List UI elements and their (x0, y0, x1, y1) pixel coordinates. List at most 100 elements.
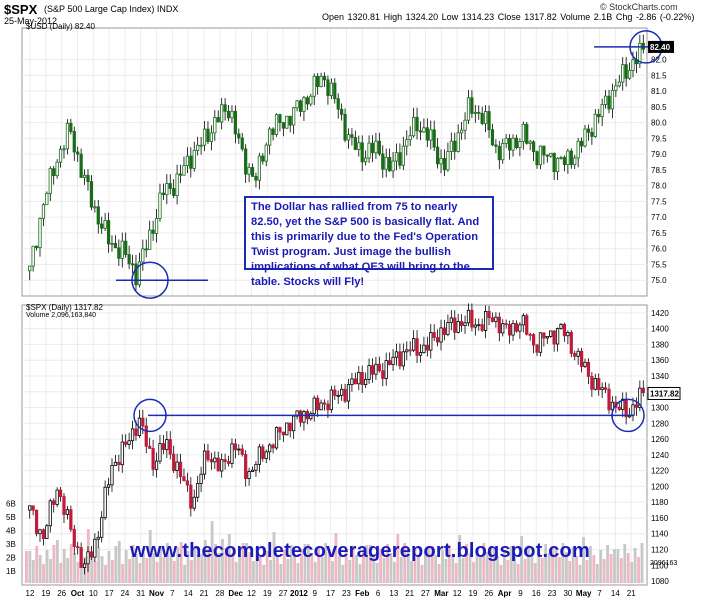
usd-candle (151, 229, 155, 234)
usd-candle (237, 133, 241, 139)
high-value: High 1324.20 (383, 12, 439, 22)
volume-bar (362, 550, 365, 583)
spx-candle (151, 448, 155, 470)
spx-candle (607, 388, 611, 411)
spx-candle (340, 388, 344, 396)
spx-candle (302, 411, 306, 423)
volume-bar (447, 545, 451, 583)
volume-tick: 3B (6, 540, 16, 549)
volume-bar (595, 564, 599, 583)
spx-candle (432, 332, 436, 338)
volume-bar (66, 558, 70, 583)
volume-bar (217, 553, 221, 583)
volume-bar (533, 563, 537, 583)
usd-candle (106, 220, 111, 245)
volume-bar (300, 549, 303, 583)
spx-candle (178, 461, 183, 478)
spx-may-circle (611, 398, 645, 433)
spx-candle (189, 484, 193, 509)
usd-candle (487, 111, 491, 131)
spx-candle (531, 334, 536, 346)
usd-candle (34, 245, 39, 249)
volume-bar (293, 554, 297, 583)
usd-candle (597, 113, 601, 118)
volume-bar (152, 553, 156, 583)
volume-bar (368, 545, 372, 583)
usd-candle (322, 75, 327, 81)
spx-candle (525, 315, 529, 335)
spx-candle (82, 563, 87, 568)
usd-candle (264, 144, 268, 162)
volume-bar (551, 548, 554, 583)
spx-candle (377, 363, 381, 372)
volume-bar (203, 540, 207, 583)
usd-candle (576, 140, 580, 159)
usd-candle (401, 145, 405, 166)
volume-bar (468, 553, 472, 583)
volume-bar (337, 556, 341, 583)
spx-candle (274, 427, 279, 449)
usd-candle (161, 192, 166, 196)
usd-last-tag: 82.40 (648, 40, 674, 53)
spx-candle (185, 480, 190, 486)
spx-candle (100, 517, 104, 538)
volume-bar (544, 544, 548, 583)
spx-y-tick: 1400 (651, 325, 669, 334)
volume-bar (248, 552, 252, 583)
usd-y-tick: 78.5 (651, 166, 667, 175)
x-tick-label: 23 (342, 589, 351, 598)
spx-y-tick: 1260 (651, 435, 669, 444)
spx-candle (555, 328, 560, 345)
spx-candle (326, 403, 330, 411)
spx-candle (240, 448, 244, 455)
usd-candle (86, 174, 90, 182)
spx-candle (168, 439, 172, 455)
spx-candle (89, 551, 94, 558)
usd-candle (130, 263, 135, 266)
spx-candle (490, 317, 495, 322)
spx-candle (230, 443, 234, 464)
volume-tick: 4B (6, 527, 16, 536)
volume-bar (602, 559, 606, 583)
spx-candle (412, 338, 416, 351)
blog-watermark[interactable]: www.thecompletecoveragereport.blogspot.c… (130, 540, 590, 562)
usd-candle (52, 168, 56, 177)
volume-bar (382, 558, 386, 583)
spx-candle (250, 469, 255, 472)
spx-candle (96, 536, 100, 540)
spx-oct-circle (133, 398, 167, 433)
spx-candle (459, 321, 464, 326)
spx-candle (350, 378, 354, 385)
volume-bar (640, 543, 644, 583)
usd-candle (72, 131, 76, 153)
spx-y-tick: 1360 (651, 356, 669, 365)
volume-bar (52, 545, 56, 583)
usd-candle (538, 145, 543, 166)
volume-bar (121, 564, 125, 583)
x-tick-label: Dec (228, 589, 243, 598)
usd-candle (398, 152, 402, 166)
spx-candle (559, 323, 563, 329)
usd-candle (312, 75, 316, 97)
volume-bar (331, 561, 334, 583)
usd-y-tick: 81.5 (651, 71, 667, 80)
usd-y-tick: 81.0 (651, 87, 667, 96)
index-full-name: (S&P 500 Large Cap Index) (44, 4, 155, 14)
spx-candle (487, 310, 491, 319)
usd-candle (154, 218, 159, 234)
usd-candle (113, 242, 118, 249)
spx-candle (292, 415, 296, 432)
usd-candle (96, 206, 100, 225)
volume-bar (49, 559, 52, 583)
volume-bar (527, 545, 530, 583)
volume-bar (616, 549, 620, 583)
usd-candle (518, 141, 522, 148)
spx-candle (288, 422, 292, 432)
usd-candle (158, 192, 162, 219)
usd-candle (442, 158, 447, 171)
usd-candle (274, 114, 279, 135)
spx-candle (79, 547, 83, 568)
usd-candle (120, 240, 124, 259)
volume-bar (547, 553, 551, 583)
spx-y-tick: 1420 (651, 309, 669, 318)
